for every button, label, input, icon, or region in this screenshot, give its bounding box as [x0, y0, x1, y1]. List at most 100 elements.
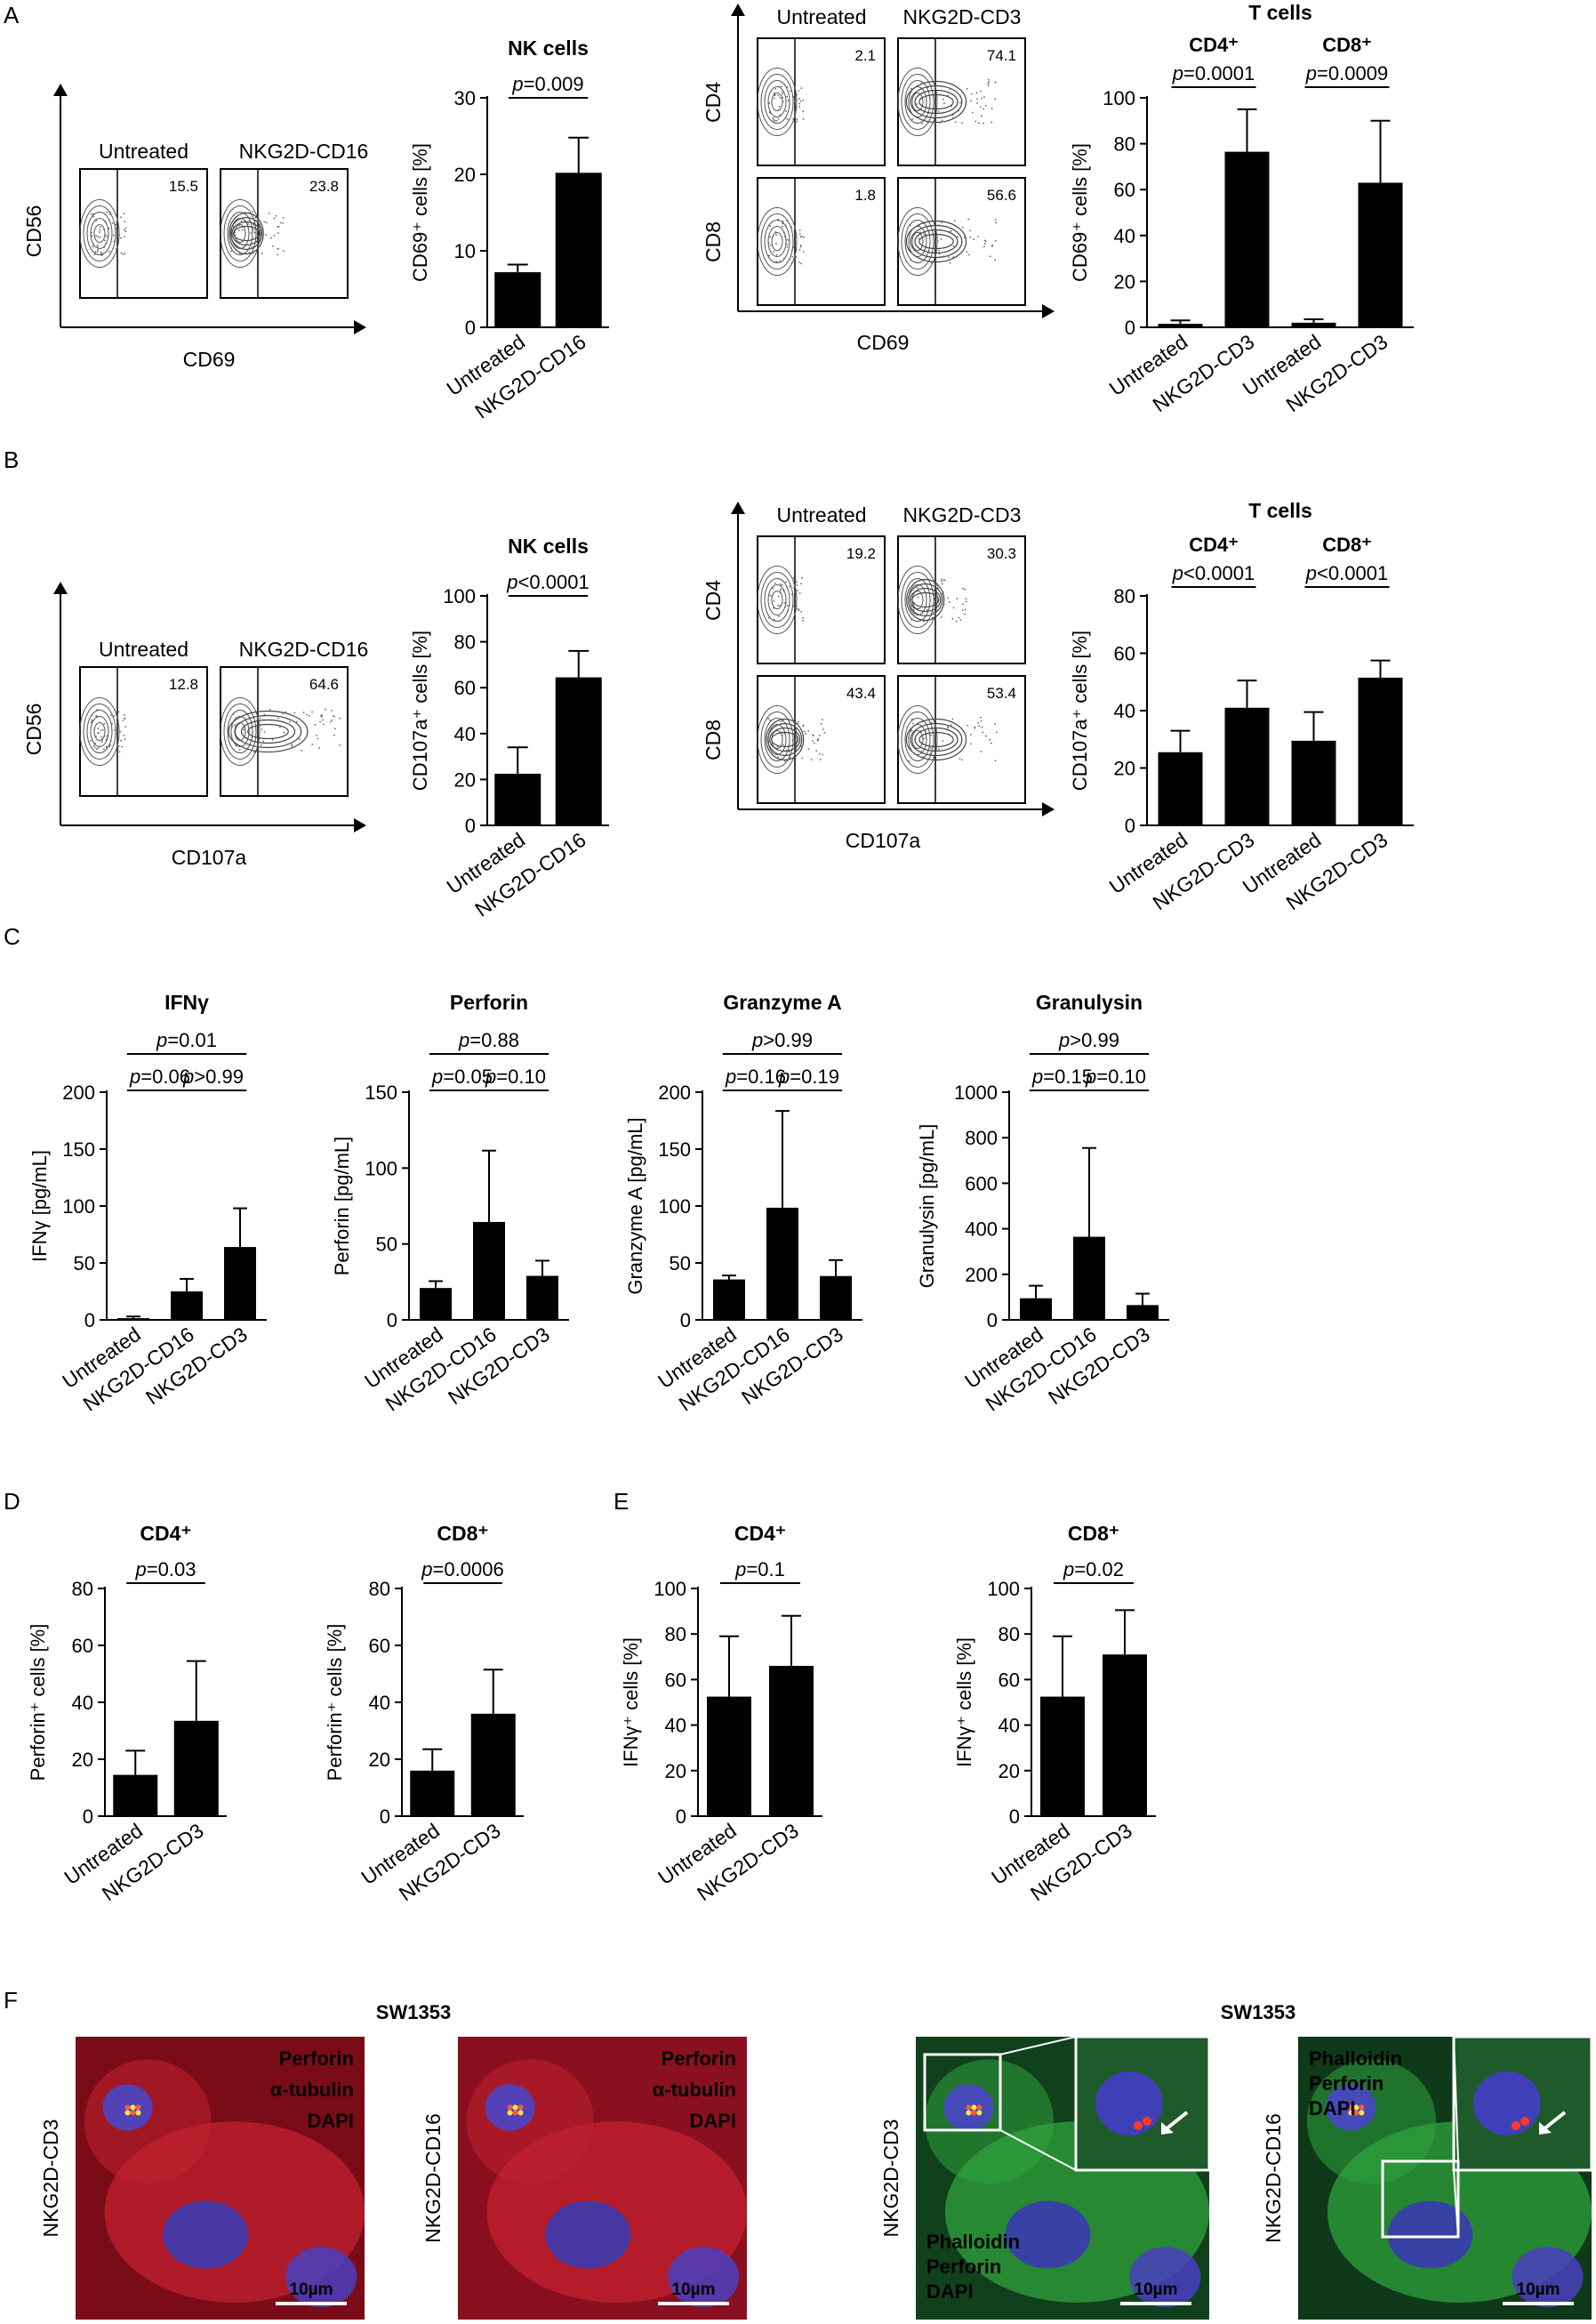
- event-dot: [775, 261, 778, 263]
- y-tick-label: 0: [1125, 815, 1135, 837]
- event-dot: [815, 750, 818, 752]
- f-right-title: SW1353: [1221, 2001, 1295, 2023]
- p-value-label: p=0.0006: [421, 1558, 503, 1580]
- event-dot: [926, 608, 928, 611]
- y-tick-label: 60: [454, 677, 476, 699]
- event-dot: [109, 212, 112, 214]
- contour-ring: [911, 232, 924, 251]
- scale-bar-label: 10µm: [290, 2280, 333, 2299]
- gate-percentage: 12.8: [169, 676, 198, 693]
- event-dot: [796, 722, 798, 725]
- flow-x-label: CD69: [857, 331, 910, 354]
- event-dot: [291, 744, 293, 747]
- event-dot: [120, 237, 122, 239]
- event-dot: [796, 581, 798, 583]
- event-dot: [978, 122, 980, 125]
- event-dot: [933, 598, 935, 600]
- contour-ring: [764, 220, 790, 263]
- p-value-label: p=0.16: [725, 1066, 786, 1088]
- event-dot: [789, 756, 791, 759]
- event-dot: [935, 584, 938, 587]
- event-dot: [318, 747, 320, 749]
- event-dot: [934, 727, 937, 729]
- y-tick-label: 0: [987, 1309, 998, 1331]
- y-tick-label: 80: [72, 1578, 93, 1600]
- event-dot: [293, 712, 296, 714]
- p-value-label: p<0.0001: [1172, 562, 1255, 584]
- granule: [1353, 2110, 1359, 2116]
- event-dot: [781, 91, 783, 93]
- event-dot: [937, 586, 939, 589]
- y-tick-label: 0: [680, 1309, 691, 1331]
- channel-legend: Phalloidin: [1309, 2047, 1402, 2070]
- contour-ring: [918, 233, 954, 250]
- event-dot: [233, 724, 236, 727]
- event-dot: [115, 228, 116, 230]
- event-dot: [959, 101, 961, 104]
- bar: [769, 1666, 814, 1816]
- arrow-head: [1042, 802, 1055, 816]
- p-value-label: p=0.05: [431, 1066, 493, 1088]
- event-dot: [90, 213, 92, 215]
- flow-y-label: CD4: [702, 580, 725, 621]
- event-dot: [781, 85, 783, 88]
- event-dot: [105, 746, 108, 749]
- granule: [130, 2110, 136, 2116]
- event-dot: [933, 756, 934, 759]
- event-dot: [942, 603, 945, 606]
- event-dot: [801, 576, 804, 579]
- event-dot: [813, 742, 815, 744]
- event-dot: [782, 225, 783, 228]
- event-dot: [92, 244, 94, 246]
- y-tick-label: 60: [72, 1635, 93, 1657]
- y-tick-label: 80: [454, 631, 476, 654]
- event-dot: [802, 725, 805, 728]
- contour-ring: [908, 86, 927, 117]
- event-dot: [991, 245, 993, 247]
- event-dot: [798, 609, 800, 612]
- event-dot: [798, 248, 801, 251]
- flow-plot-box: [220, 168, 349, 299]
- y-tick-label: 60: [1114, 179, 1135, 201]
- event-dot: [794, 591, 797, 593]
- event-dot: [796, 120, 798, 123]
- event-dot: [781, 579, 783, 582]
- event-dot: [265, 221, 268, 224]
- event-dot: [926, 234, 927, 237]
- panel-letter-e: E: [614, 1488, 629, 1515]
- event-dot: [779, 604, 782, 607]
- gate-percentage: 15.5: [169, 178, 198, 195]
- event-dot: [783, 732, 786, 735]
- event-dot: [781, 731, 783, 734]
- event-dot: [112, 234, 115, 237]
- event-dot: [994, 259, 997, 261]
- y-axis-label: CD69⁺ cells [%]: [409, 143, 431, 282]
- contour-ring: [766, 718, 805, 761]
- event-dot: [984, 735, 987, 737]
- flow-plot-title: NKG2D-CD16: [239, 140, 369, 163]
- event-dot: [116, 744, 118, 746]
- flow-plot-title: Untreated: [99, 140, 188, 163]
- scale-bar-label: 10µm: [1135, 2280, 1178, 2299]
- event-dot: [773, 600, 775, 602]
- flow-plot-title: Untreated: [99, 638, 188, 661]
- event-dot: [788, 604, 790, 607]
- event-dot: [780, 589, 782, 591]
- arrow-head: [731, 502, 745, 514]
- y-tick-label: 0: [465, 815, 476, 837]
- event-dot: [311, 744, 314, 745]
- event-dot: [989, 255, 991, 258]
- event-dot: [99, 229, 101, 231]
- p-value-label: p>0.99: [751, 1029, 813, 1051]
- event-dot: [124, 227, 127, 229]
- event-dot: [971, 111, 974, 114]
- event-dot: [990, 742, 992, 744]
- event-dot: [120, 216, 122, 219]
- event-dot: [317, 737, 319, 740]
- contour-ring: [767, 226, 787, 257]
- p-value-label: p=0.01: [156, 1029, 217, 1051]
- event-dot: [273, 217, 276, 220]
